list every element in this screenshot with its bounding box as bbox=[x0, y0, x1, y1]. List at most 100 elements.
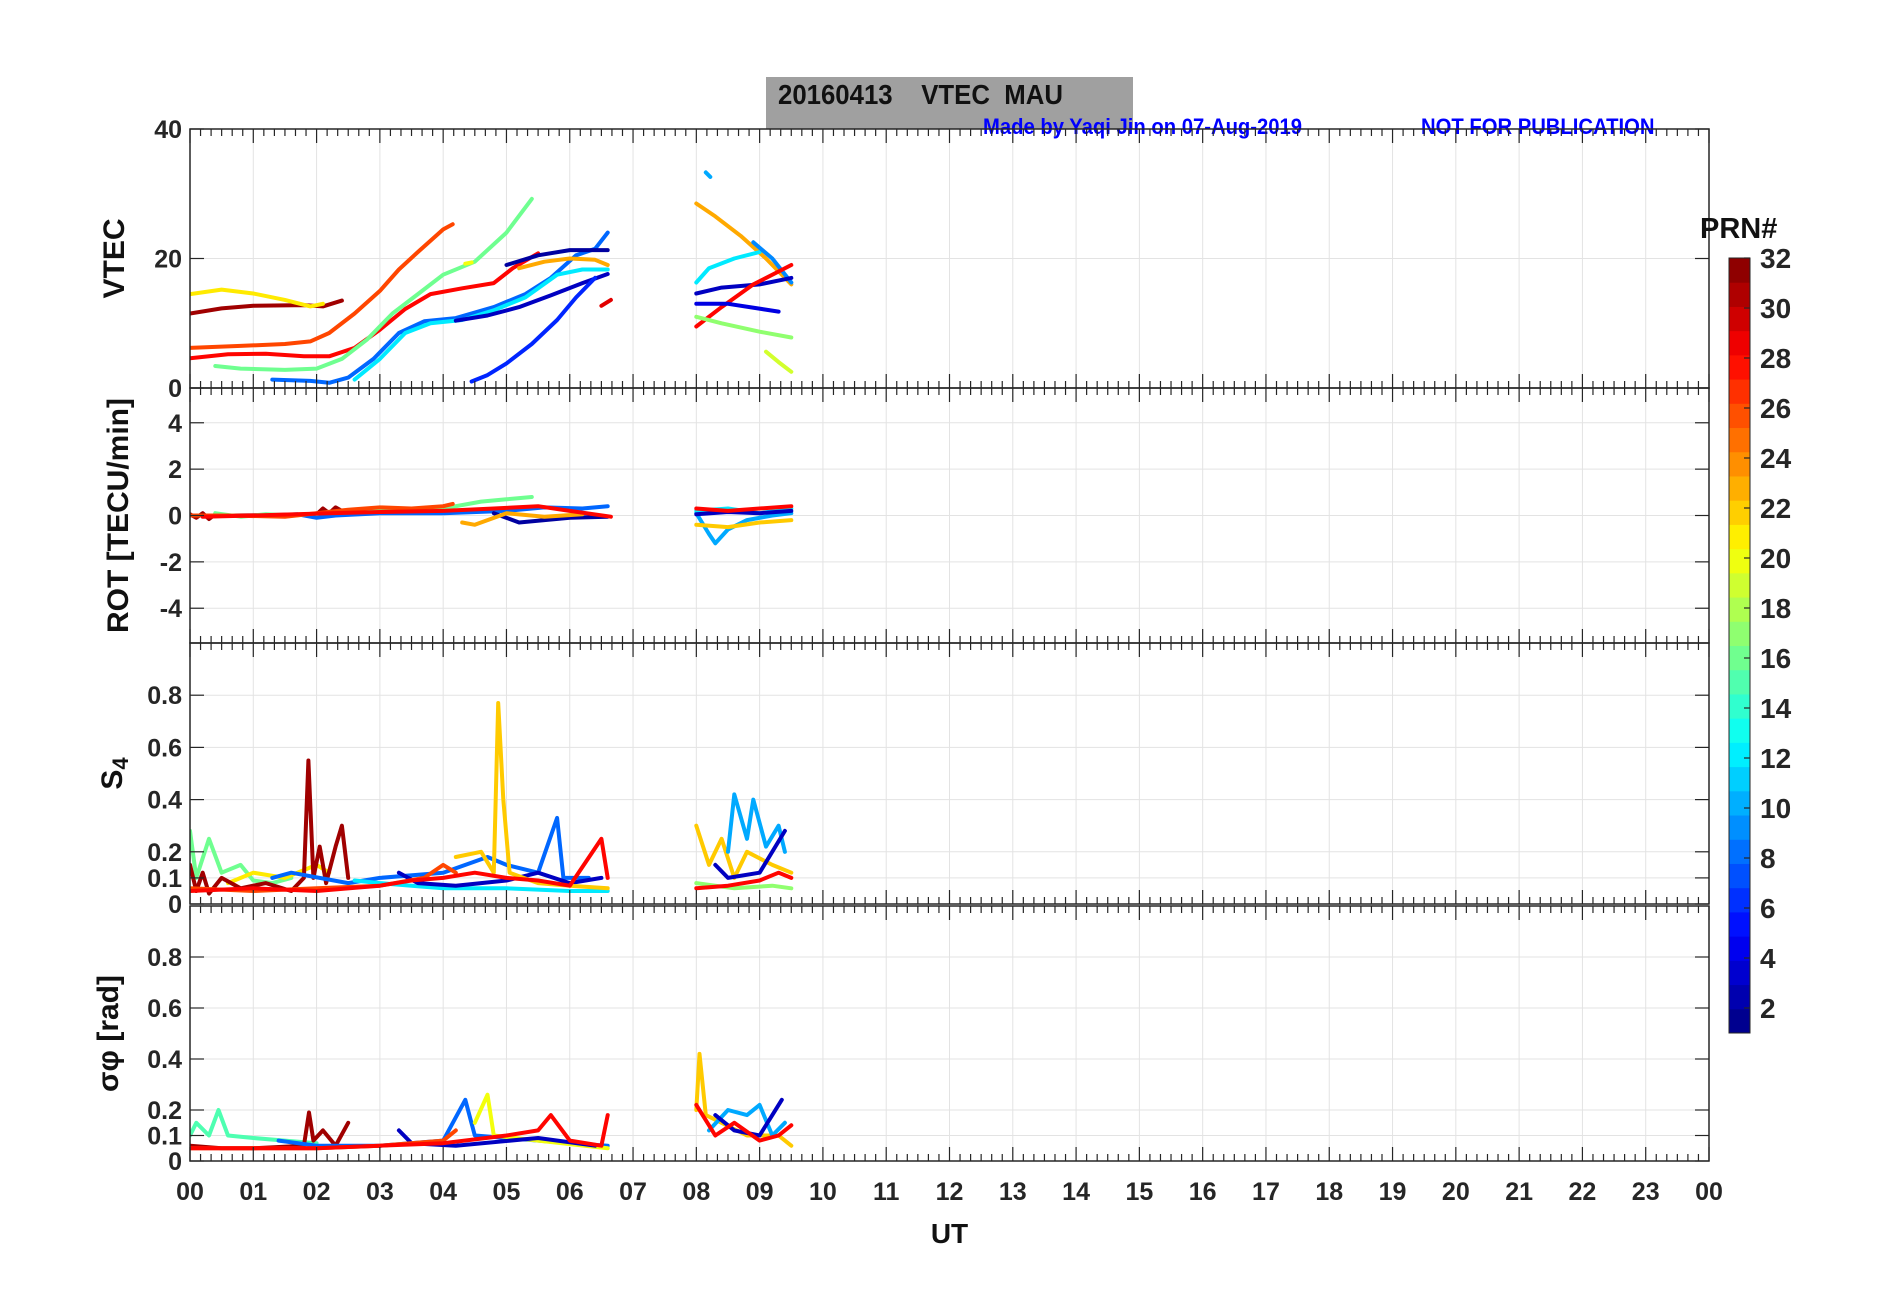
x-tick-label: 04 bbox=[429, 1178, 457, 1206]
x-tick-label: 06 bbox=[556, 1178, 584, 1206]
series-prn-28 bbox=[190, 251, 541, 361]
colorbar-swatch bbox=[1729, 500, 1750, 525]
colorbar-tick-label: 16 bbox=[1760, 643, 1791, 674]
colorbar-swatch bbox=[1729, 548, 1750, 574]
colorbar-tick-label: 14 bbox=[1760, 693, 1792, 724]
series-prn-10 bbox=[726, 792, 787, 854]
x-tick-label: 01 bbox=[239, 1178, 267, 1206]
panel-rot: -4 -2 0 2 4 ROT [TECU/min] bbox=[102, 387, 1710, 644]
series-prn-3 bbox=[694, 275, 794, 296]
colorbar-tick-label: 28 bbox=[1760, 343, 1791, 374]
colorbar-swatch bbox=[1729, 669, 1750, 695]
colorbar-tick-label: 20 bbox=[1760, 543, 1791, 574]
series-prn-29 bbox=[599, 297, 613, 308]
series-prn-26 bbox=[190, 222, 455, 350]
colorbar-tick-label: 12 bbox=[1760, 743, 1791, 774]
colorbar-swatch bbox=[1729, 403, 1750, 429]
series-prn-28 bbox=[694, 263, 794, 329]
y-tick-label: 4 bbox=[168, 410, 182, 438]
colorbar-swatch bbox=[1729, 766, 1750, 792]
y-tick-label: -4 bbox=[160, 595, 182, 623]
series-prn-3 bbox=[396, 1128, 598, 1148]
series-prn-10 bbox=[707, 1102, 787, 1138]
colorbar-tick-label: 26 bbox=[1760, 393, 1791, 424]
y-axis-label: S4 bbox=[96, 757, 133, 790]
panel-s4: 00.10.2 0.4 0.6 0.8 S4 bbox=[96, 642, 1710, 919]
series-prn-10 bbox=[694, 511, 794, 546]
y-tick-label: 0.2 bbox=[147, 839, 182, 867]
y-tick-label: 20 bbox=[154, 246, 182, 274]
panel-vtec: 0 20 40 VTEC bbox=[98, 116, 1710, 403]
x-tick-label: 03 bbox=[366, 1178, 394, 1206]
series-prn-28 bbox=[694, 1102, 794, 1143]
colorbar-swatch bbox=[1729, 475, 1750, 501]
y-axis-label: VTEC bbox=[98, 218, 131, 298]
colorbar-swatch bbox=[1729, 282, 1750, 307]
s4-subscript: 4 bbox=[108, 757, 133, 770]
series-prn-3 bbox=[694, 508, 794, 517]
x-tick-label: 16 bbox=[1189, 1178, 1217, 1206]
x-tick-label: 17 bbox=[1252, 1178, 1280, 1206]
y-tick-label: 0.2 bbox=[147, 1097, 182, 1125]
x-tick-label: 00 bbox=[176, 1178, 204, 1206]
colorbar-swatch bbox=[1729, 693, 1750, 719]
y-tick-label: 0 bbox=[168, 503, 182, 531]
colorbar-swatch bbox=[1729, 306, 1750, 332]
y-tick-label: 0 bbox=[168, 375, 182, 403]
x-tick-label: 09 bbox=[746, 1178, 774, 1206]
x-tick-label: 18 bbox=[1315, 1178, 1343, 1206]
y-tick-label: 0.8 bbox=[147, 682, 182, 710]
series-prn-4 bbox=[694, 301, 781, 314]
colorbar-swatch bbox=[1729, 524, 1750, 550]
series-prn-22 bbox=[694, 518, 794, 530]
x-tick-label: 20 bbox=[1442, 1178, 1470, 1206]
colorbar-tick-label: 4 bbox=[1760, 943, 1776, 974]
y-tick-label: 0.4 bbox=[147, 1046, 182, 1074]
y-tick-label: 0.4 bbox=[147, 787, 182, 815]
colorbar-swatch bbox=[1729, 258, 1750, 283]
x-tick-label: 22 bbox=[1569, 1178, 1597, 1206]
y-tick-label: 0.1 bbox=[147, 1123, 182, 1151]
colorbar-swatch bbox=[1729, 354, 1750, 380]
series-prn-28 bbox=[200, 504, 613, 519]
colorbar-swatch bbox=[1729, 815, 1750, 840]
colorbar-swatch bbox=[1729, 960, 1750, 986]
y-tick-label: 0.8 bbox=[147, 944, 182, 972]
series-prn-21 bbox=[226, 862, 332, 886]
y-tick-label: 40 bbox=[154, 116, 182, 144]
colorbar-swatch bbox=[1729, 621, 1750, 646]
x-tick-label: 11 bbox=[873, 1178, 900, 1206]
colorbar-frame bbox=[1728, 257, 1751, 1034]
series-prn-2 bbox=[491, 511, 610, 525]
series-prn-12 bbox=[694, 250, 762, 285]
colorbar-swatch bbox=[1729, 330, 1750, 356]
x-tick-label: 23 bbox=[1632, 1178, 1660, 1206]
y-tick-label: 2 bbox=[168, 456, 182, 484]
colorbar-tick-label: 2 bbox=[1760, 993, 1776, 1024]
x-tick-label: 05 bbox=[493, 1178, 521, 1206]
colorbar-tick-label: 8 bbox=[1760, 843, 1776, 874]
y-tick-label: 0 bbox=[168, 891, 182, 919]
x-tick-label: 13 bbox=[999, 1178, 1027, 1206]
colorbar-swatch bbox=[1729, 572, 1750, 598]
series-prn-23 bbox=[517, 256, 610, 271]
x-tick-label: 12 bbox=[936, 1178, 964, 1206]
title-date: 20160413 bbox=[778, 79, 893, 110]
x-tick-label: 15 bbox=[1125, 1178, 1153, 1206]
colorbar-swatch bbox=[1729, 451, 1750, 477]
colorbar-tick-label: 10 bbox=[1760, 793, 1791, 824]
colorbar-swatch bbox=[1729, 911, 1750, 937]
title-box bbox=[766, 77, 1133, 129]
series-prn-28 bbox=[694, 870, 794, 891]
series-prn-20 bbox=[463, 260, 474, 266]
colorbar-swatch bbox=[1729, 742, 1750, 768]
y-axis-label: ROT [TECU/min] bbox=[102, 398, 135, 633]
x-tick-label: 02 bbox=[303, 1178, 331, 1206]
y-tick-label: -2 bbox=[160, 549, 182, 577]
series-prn-16 bbox=[213, 196, 534, 372]
y-tick-label: 0.1 bbox=[147, 865, 182, 893]
x-tick-label: 21 bbox=[1505, 1178, 1533, 1206]
series-prn-2 bbox=[504, 248, 610, 267]
